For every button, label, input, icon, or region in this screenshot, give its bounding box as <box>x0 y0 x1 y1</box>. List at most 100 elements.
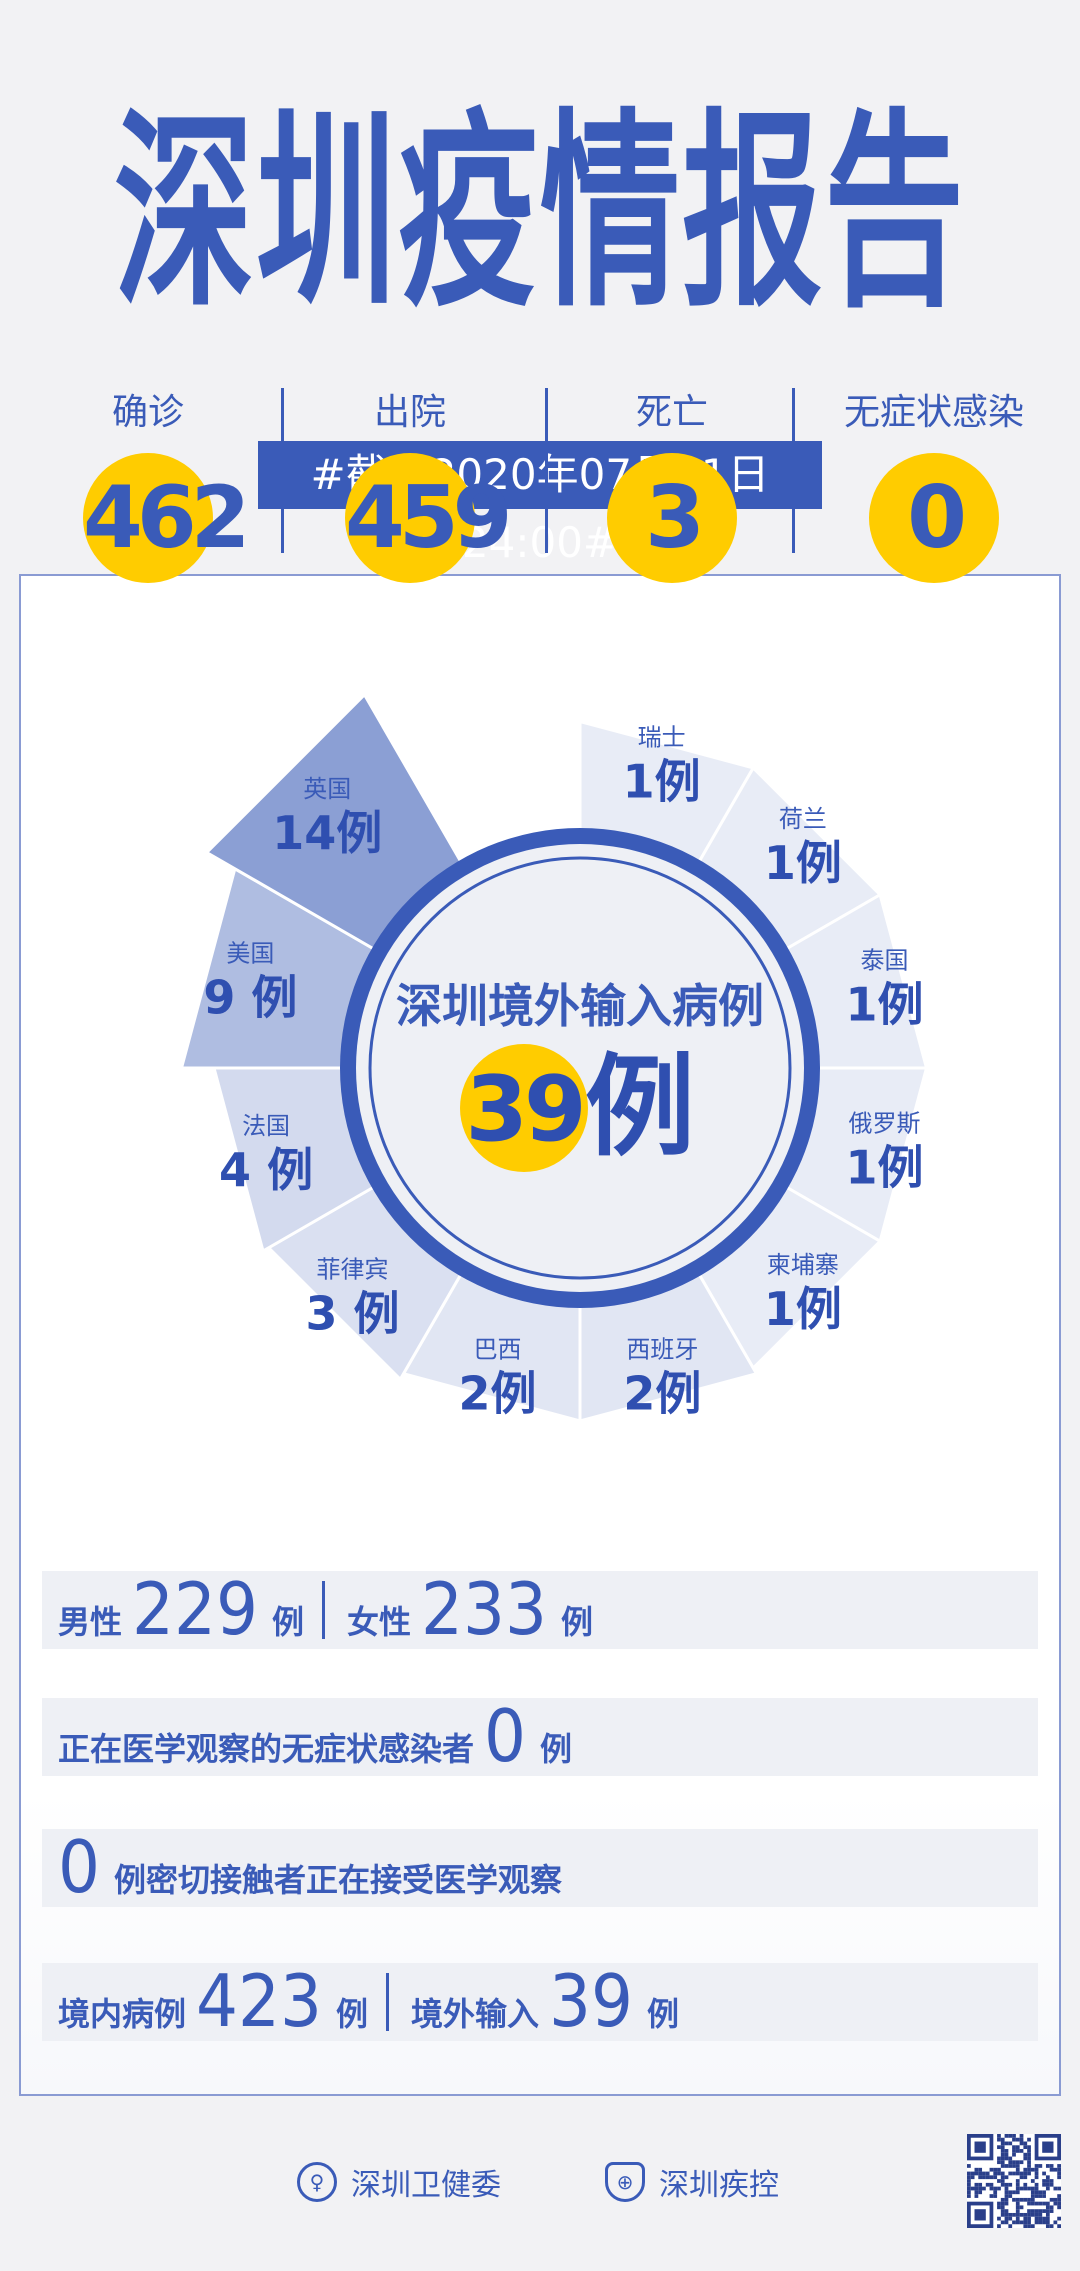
imported-label: 境外输入 <box>411 1995 540 2033</box>
qr-module <box>970 2171 975 2176</box>
qr-module <box>1015 2160 1020 2165</box>
qr-module <box>1053 2220 1058 2225</box>
segment-value: 1例 <box>846 977 924 1031</box>
qr-module <box>1027 2212 1031 2217</box>
qr-module <box>1000 2209 1005 2213</box>
qr-module <box>1019 2197 1024 2202</box>
qr-module <box>1027 2201 1031 2206</box>
qr-module <box>1038 2201 1043 2206</box>
qr-module <box>1008 2141 1013 2146</box>
qr-module <box>1045 2186 1050 2191</box>
qr-module <box>1049 2182 1054 2187</box>
qr-module <box>1015 2186 1020 2191</box>
qr-module <box>1004 2175 1009 2180</box>
qr-module <box>1034 2194 1039 2198</box>
qr-module <box>1053 2201 1058 2206</box>
qr-module <box>1004 2182 1009 2187</box>
footer-org-health-commission: ♀ 深圳卫健委 <box>297 2160 501 2204</box>
stat-asymptomatic: 无症状感染 0 <box>803 383 1065 583</box>
qr-module <box>1034 2182 1039 2187</box>
qr-module <box>1019 2137 1024 2142</box>
male-label: 男性 <box>58 1603 123 1641</box>
qr-module <box>985 2171 990 2176</box>
local-label: 境内病例 <box>58 1995 187 2033</box>
divider <box>386 1973 390 2031</box>
qr-module <box>997 2167 1001 2172</box>
qr-module <box>993 2175 998 2180</box>
qr-module <box>1034 2190 1039 2195</box>
qr-module <box>1045 2164 1050 2168</box>
qr-module <box>1012 2149 1016 2153</box>
qr-module <box>1012 2171 1016 2176</box>
qr-module <box>1008 2134 1013 2138</box>
qr-module <box>1049 2179 1054 2183</box>
qr-module <box>1027 2145 1031 2150</box>
qr-module <box>1008 2194 1013 2198</box>
qr-module <box>1000 2145 1005 2150</box>
segment-label: 泰国 <box>861 946 909 974</box>
stat-label: 无症状感染 <box>843 392 1024 433</box>
qr-module <box>974 2141 986 2153</box>
stat-label: 出院 <box>373 392 446 433</box>
qr-module <box>1004 2194 1009 2198</box>
qr-module <box>1008 2156 1013 2161</box>
qr-module <box>993 2194 998 2198</box>
stat-value: 459 <box>345 453 513 583</box>
segment-label: 美国 <box>226 940 274 968</box>
qr-module <box>1042 2201 1046 2206</box>
stat-label: 死亡 <box>635 392 708 433</box>
qr-module <box>1008 2182 1013 2187</box>
segment-value: 3 例 <box>305 1287 399 1341</box>
qr-module <box>1034 2171 1039 2176</box>
qr-module <box>970 2186 975 2191</box>
asymptomatic-label: 正在医学观察的无症状感染者 <box>58 1730 475 1768</box>
qr-module <box>993 2186 998 2191</box>
qr-module <box>1027 2224 1031 2228</box>
health-commission-logo-icon: ♀ <box>297 2162 337 2202</box>
chart-total: 39 <box>465 1057 582 1162</box>
qr-module <box>1008 2212 1013 2217</box>
stat-deaths: 死亡 3 <box>541 383 803 583</box>
divider <box>322 1581 326 1639</box>
qr-module <box>993 2167 998 2172</box>
qr-module <box>1045 2209 1050 2213</box>
qr-module <box>1038 2209 1043 2213</box>
qr-module <box>1034 2186 1039 2191</box>
qr-module <box>1042 2190 1046 2195</box>
segment-label: 荷兰 <box>779 805 827 833</box>
qr-module <box>1034 2220 1039 2225</box>
qr-module <box>1000 2175 1005 2180</box>
qr-module <box>1012 2212 1016 2217</box>
qr-module <box>1023 2152 1028 2157</box>
qr-module <box>1012 2197 1016 2202</box>
stat-value: 3 <box>607 453 737 583</box>
qr-module <box>1008 2224 1013 2228</box>
qr-module <box>1015 2209 1020 2213</box>
qr-module <box>1019 2175 1024 2180</box>
qr-module <box>1019 2134 1024 2138</box>
qr-module <box>1004 2209 1009 2213</box>
stat-value: 0 <box>869 453 999 583</box>
qr-module <box>1015 2149 1020 2153</box>
qr-module <box>1030 2197 1035 2202</box>
female-count: 233 <box>421 1567 548 1652</box>
qr-module <box>1015 2164 1020 2168</box>
qr-module <box>997 2145 1001 2150</box>
qr-module <box>1015 2216 1020 2221</box>
qr-module <box>1049 2197 1054 2202</box>
qr-module <box>1027 2171 1031 2176</box>
divider <box>792 388 795 553</box>
qr-module <box>1019 2212 1024 2217</box>
qr-module <box>1000 2156 1005 2161</box>
qr-module <box>1027 2220 1031 2225</box>
qr-module <box>1015 2205 1020 2210</box>
qr-module <box>1057 2175 1061 2180</box>
qr-module <box>1030 2179 1035 2183</box>
qr-module <box>1015 2171 1020 2176</box>
qr-module <box>1030 2190 1035 2195</box>
qr-module <box>1030 2167 1035 2172</box>
qr-module <box>1019 2220 1024 2225</box>
qr-module <box>1000 2179 1005 2183</box>
qr-module <box>978 2175 983 2180</box>
qr-module <box>1034 2175 1039 2180</box>
